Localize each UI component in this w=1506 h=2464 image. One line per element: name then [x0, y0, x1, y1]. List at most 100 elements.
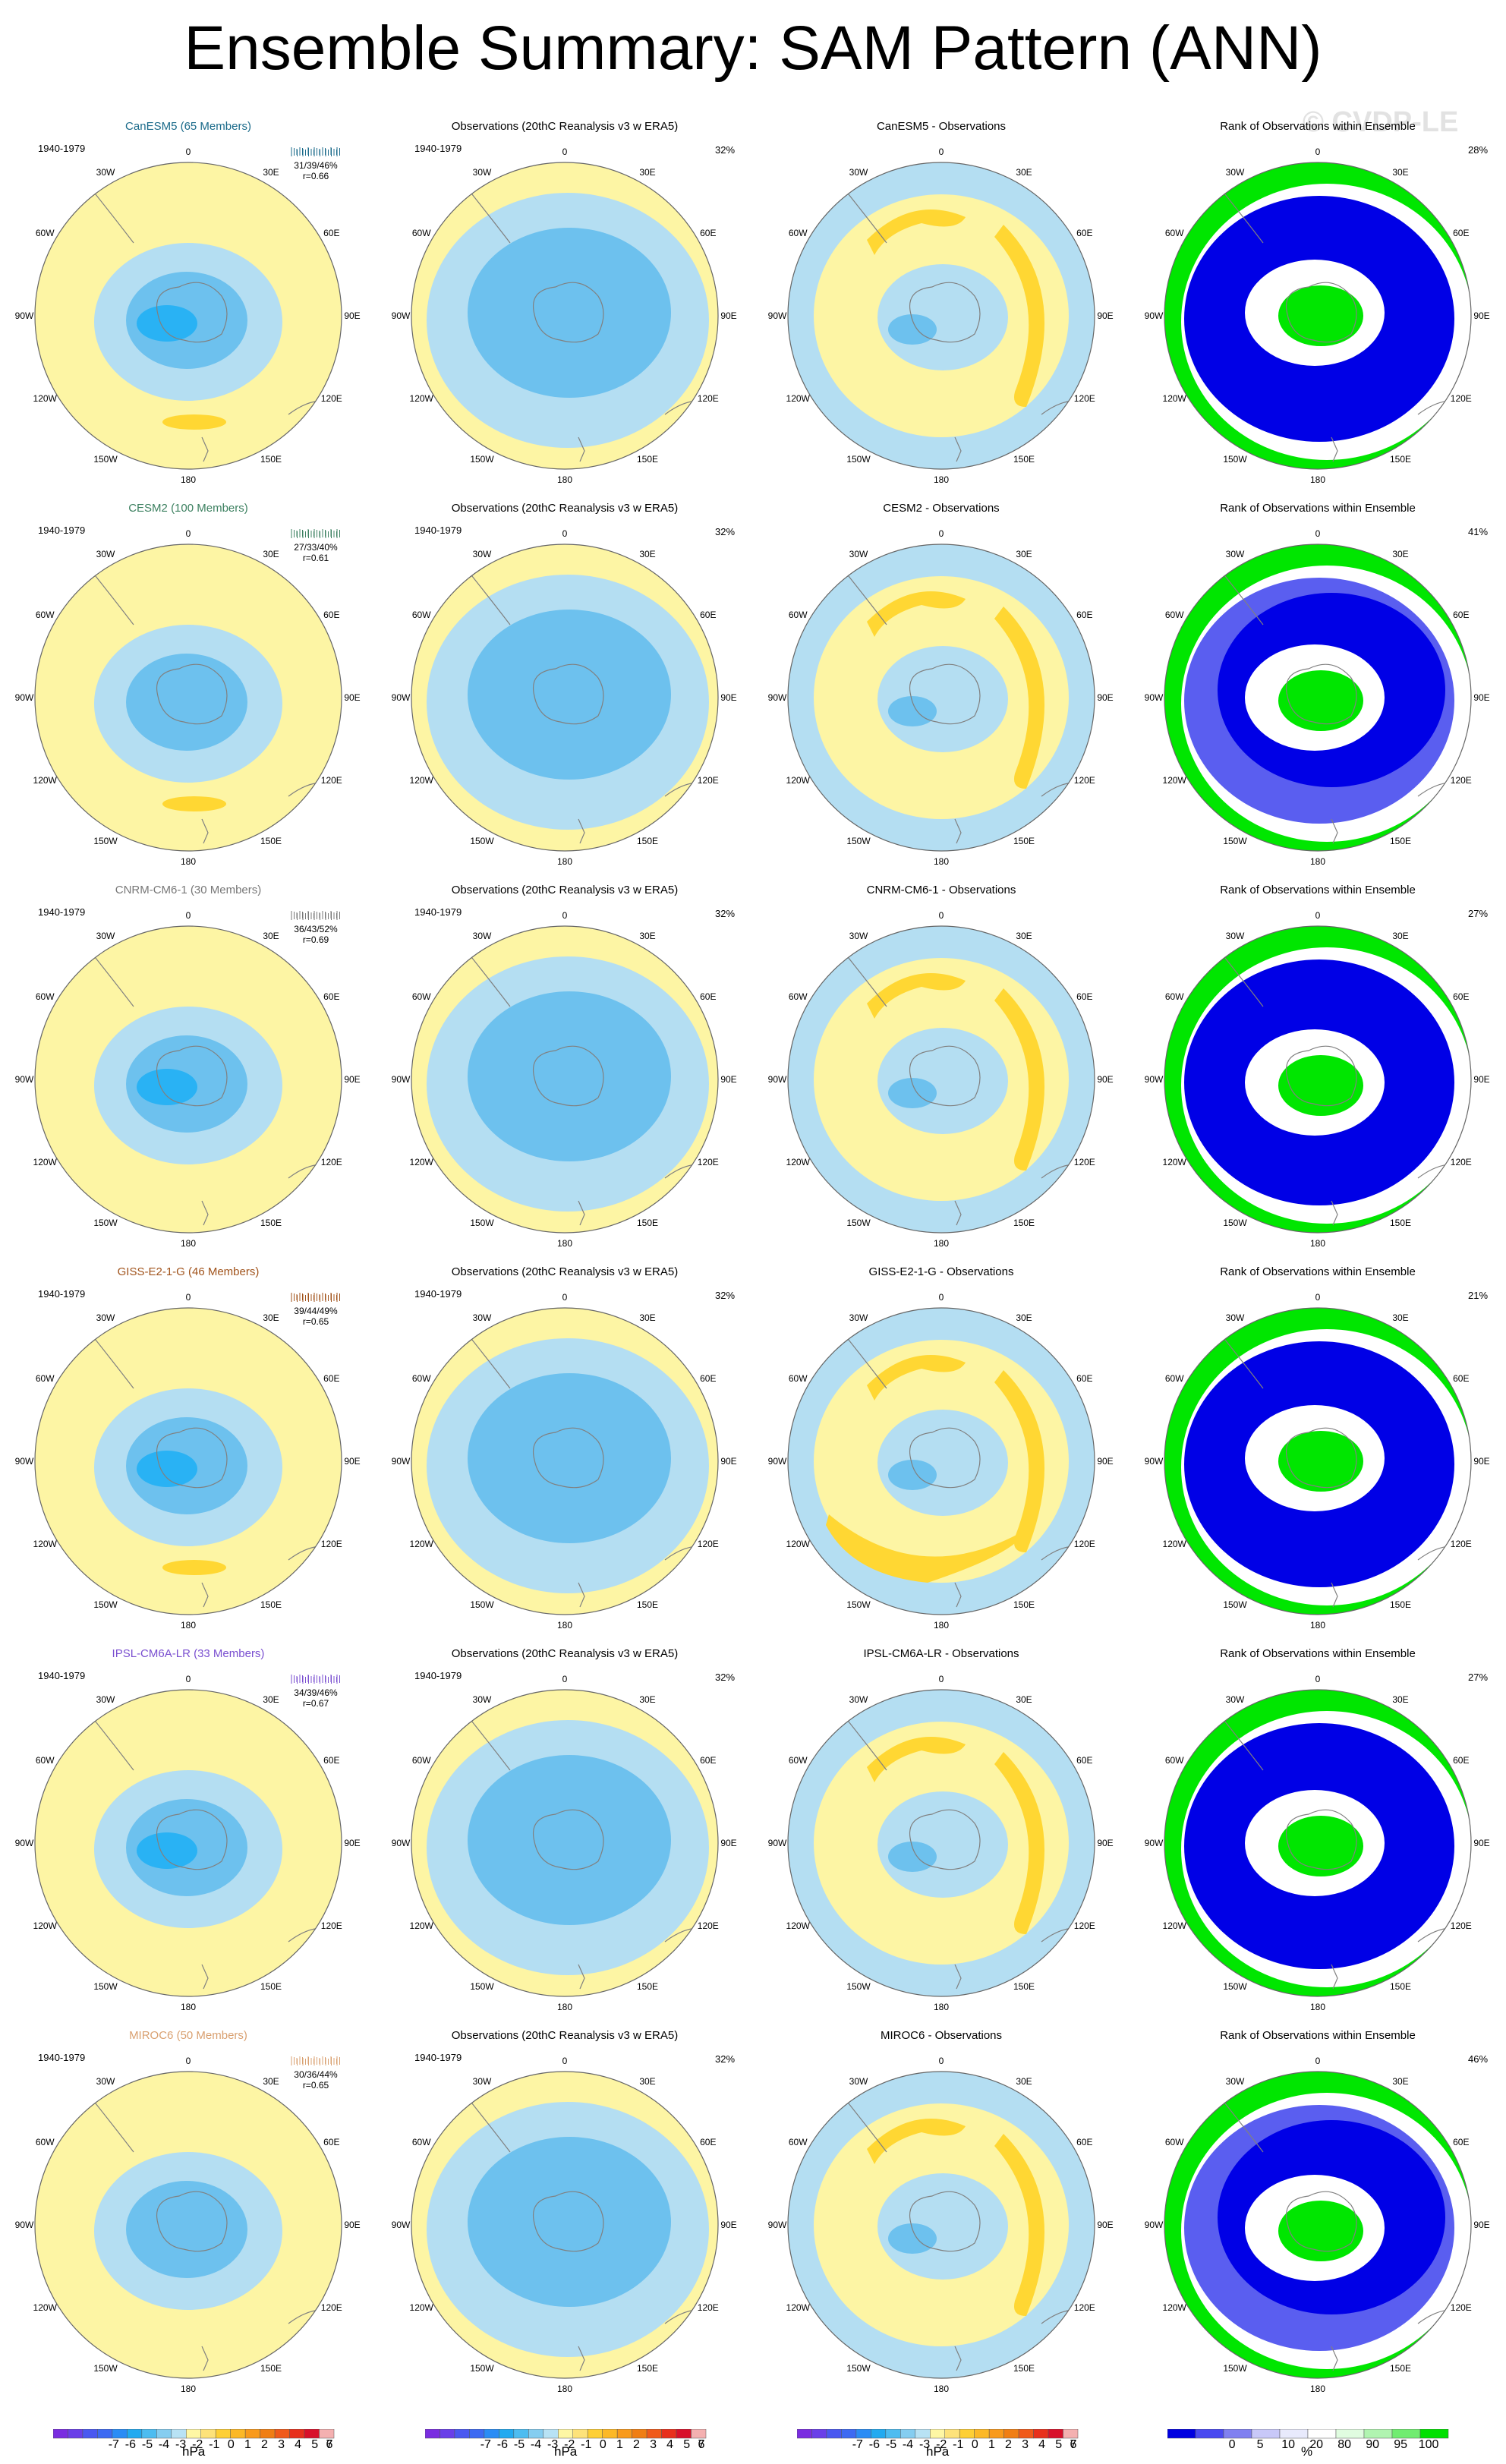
- colorbar-swatch: [82, 2428, 98, 2439]
- longitude-label: 60E: [1453, 610, 1469, 620]
- longitude-label: 120W: [786, 1157, 811, 1167]
- colorbar-swatch: [602, 2428, 618, 2439]
- colorbar-swatch: [440, 2428, 455, 2439]
- colorbar-swatch: [1335, 2428, 1365, 2439]
- panel-title: Observations (20thC Reanalysis v3 w ERA5…: [451, 884, 679, 896]
- colorbar-tick-label: -6: [497, 2438, 508, 2449]
- new-zealand-coastline: [954, 436, 962, 462]
- longitude-label: 30W: [1226, 2076, 1245, 2087]
- longitude-label: 0: [1315, 910, 1321, 921]
- longitude-label: 60E: [1453, 2137, 1469, 2147]
- longitude-label: 90E: [1097, 692, 1113, 703]
- colorbar-tick-label: 3: [650, 2438, 657, 2449]
- longitude-label: 150W: [846, 836, 871, 846]
- sam-negative-mid: [468, 2137, 671, 2307]
- longitude-label: 150E: [260, 2363, 282, 2374]
- stats-line-2: r=0.65: [302, 1316, 329, 1327]
- longitude-label: 120E: [321, 393, 342, 404]
- longitude-label: 120W: [1163, 2302, 1187, 2313]
- longitude-label: 150W: [1223, 2363, 1247, 2374]
- diff-negative-blob: [888, 1842, 937, 1872]
- colorbar-tick-label: -5: [886, 2438, 896, 2449]
- new-zealand-coastline: [1331, 436, 1338, 462]
- rank-inner-green: [1278, 1816, 1363, 1876]
- longitude-label: 150E: [260, 1599, 282, 1610]
- panel-title: CanESM5 (65 Members): [125, 120, 251, 133]
- new-zealand-coastline: [1331, 818, 1338, 844]
- colorbar-swatch: [513, 2428, 529, 2439]
- colorbar-swatch: [260, 2428, 276, 2439]
- antarctica-coastline: [909, 282, 981, 343]
- colorbar-swatch: [1223, 2428, 1252, 2439]
- longitude-label: 90W: [15, 1074, 34, 1085]
- antarctica-coastline: [156, 1809, 228, 1870]
- longitude-label: 30W: [96, 1694, 115, 1705]
- longitude-label: 90W: [15, 1456, 34, 1467]
- new-zealand-coastline: [201, 2346, 209, 2371]
- longitude-label: 120E: [698, 1920, 719, 1931]
- rank-inner-green: [1278, 1055, 1363, 1116]
- longitude-label: 150E: [1390, 454, 1411, 465]
- diff-negative-core: [877, 1791, 1008, 1898]
- longitude-label: 180: [181, 1238, 196, 1249]
- map-rank: 0 30E 60E 90E 120E 150E 180 150W 120W 90W 60W 30W: [1145, 147, 1490, 485]
- longitude-label: 60E: [1076, 991, 1092, 1002]
- longitude-label: 60W: [36, 610, 55, 620]
- colorbar-swatch: [1003, 2428, 1019, 2439]
- colorbar-swatch: [1391, 2428, 1421, 2439]
- colorbar-swatch: [1018, 2428, 1034, 2439]
- map-rim: [1164, 1307, 1472, 1615]
- colorbar-swatch: [499, 2428, 515, 2439]
- model-stats: 31/39/46% r=0.66: [281, 146, 351, 181]
- panel-title: CESM2 (100 Members): [128, 502, 248, 515]
- map-rank: 0 30E 60E 90E 120E 150E 180 150W 120W 90W 60W 30W: [1145, 2056, 1490, 2394]
- new-zealand-coastline: [578, 1964, 585, 1990]
- panel-diff-5: 0 30E 60E 90E 120E 150E 180 150W 120W 90W 60W 30W MI…: [753, 2028, 1130, 2407]
- longitude-label: 90E: [720, 1456, 736, 1467]
- diff-positive-arc-east: [994, 988, 1044, 1171]
- sam-negative-mid: [126, 654, 247, 751]
- longitude-label: 150E: [1013, 1599, 1035, 1610]
- stats-line-1: 34/39/46%: [294, 1687, 338, 1698]
- longitude-label: 120W: [1163, 1920, 1187, 1931]
- longitude-label: 90E: [1473, 2220, 1489, 2230]
- period-label: 1940-1979: [38, 525, 86, 536]
- longitude-label: 60W: [36, 991, 55, 1002]
- longitude-label: 90E: [344, 1838, 360, 1848]
- model-stats: 30/36/44% r=0.65: [281, 2055, 351, 2091]
- map-rim: [787, 162, 1095, 470]
- colorbar-tick-label: -6: [869, 2438, 880, 2449]
- longitude-label: 30E: [639, 2076, 655, 2087]
- longitude-label: 120W: [33, 1920, 58, 1931]
- panel-title: Rank of Observations within Ensemble: [1220, 884, 1416, 896]
- longitude-label: 120W: [786, 1920, 811, 1931]
- colorbar-rank: 0 5 10 20 80 90 95 100 %: [1167, 2428, 1456, 2459]
- longitude-label: 90E: [344, 1074, 360, 1085]
- model-stats: 36/43/52% r=0.69: [281, 909, 351, 945]
- colorbar-tick-label: 6: [326, 2438, 333, 2449]
- longitude-label: 90E: [1473, 1456, 1489, 1467]
- new-zealand-coastline: [201, 1582, 209, 1608]
- map-diff: 0 30E 60E 90E 120E 150E 180 150W 120W 90W 60W 30W: [768, 910, 1114, 1249]
- longitude-label: 150W: [470, 1218, 494, 1228]
- panel-diff-2: 0 30E 60E 90E 120E 150E 180 150W 120W 90W 60W 30W CN…: [753, 882, 1130, 1262]
- longitude-label: 0: [562, 1674, 568, 1684]
- colorbar-tick-label: 5: [683, 2438, 690, 2449]
- longitude-label: 90W: [768, 2220, 787, 2230]
- antarctica-coastline: [1286, 1045, 1357, 1107]
- longitude-label: 90W: [1145, 692, 1164, 703]
- colorbar-swatch: [289, 2428, 305, 2439]
- new-zealand-coastline: [201, 1200, 209, 1226]
- colorbar-tick-label: 7: [698, 2438, 705, 2449]
- map-rim: [787, 925, 1095, 1234]
- panel-title: Observations (20thC Reanalysis v3 w ERA5…: [451, 2029, 679, 2042]
- antarctica-coastline: [1286, 2191, 1357, 2252]
- colorbar-tick-label: -7: [109, 2438, 119, 2449]
- longitude-label: 0: [186, 1674, 191, 1684]
- longitude-label: 60W: [1165, 610, 1184, 620]
- sam-negative-strong: [137, 1451, 197, 1487]
- diff-positive-arc-west: [867, 2119, 966, 2164]
- longitude-label: 30E: [1392, 2076, 1408, 2087]
- longitude-label: 60W: [789, 2137, 808, 2147]
- colorbar-swatch: [915, 2428, 931, 2439]
